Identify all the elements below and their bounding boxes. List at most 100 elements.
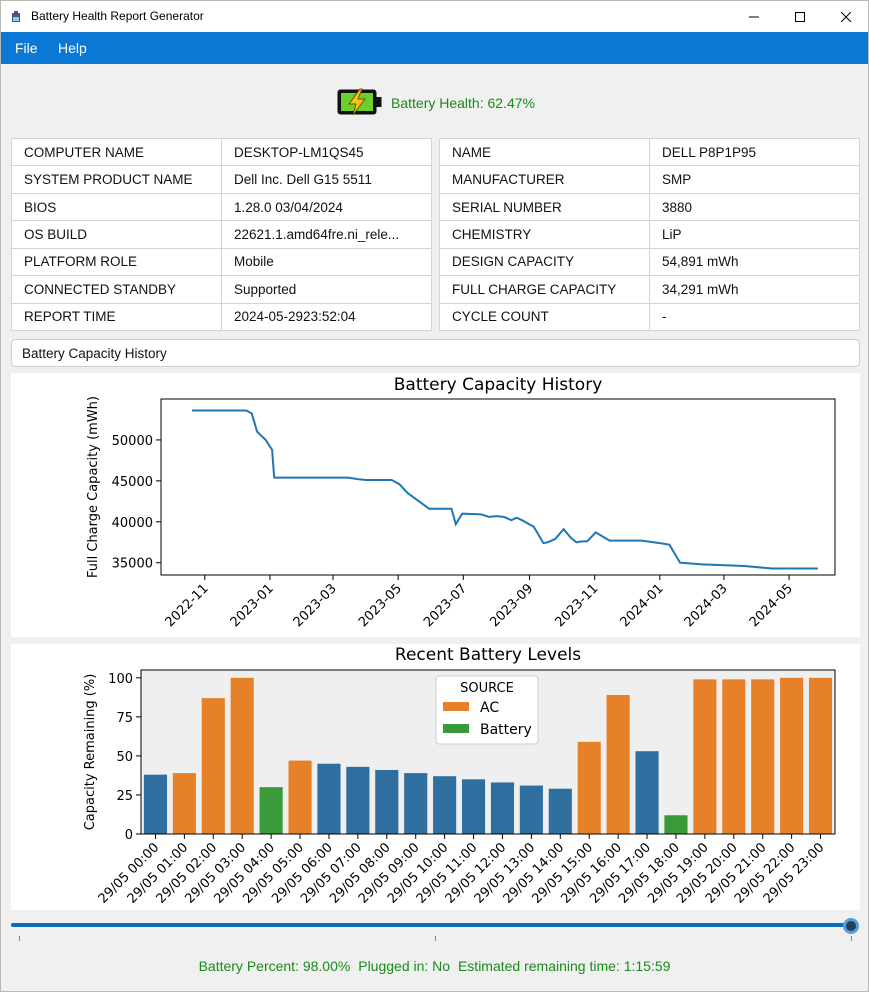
battery-info-table: NAME DELL P8P1P95 MANUFACTURER SMP SERIAL NU… xyxy=(439,137,860,332)
x-tick-label: 2023-07 xyxy=(421,581,470,630)
bar xyxy=(606,694,630,834)
battery-info-key: SERIAL NUMBER xyxy=(439,192,650,222)
system-info-row: OS BUILD 22621.1.amd64fre.ni_rele... xyxy=(11,220,432,249)
bar xyxy=(461,779,486,834)
minimize-icon xyxy=(749,16,759,17)
battery-percent-label: Battery Percent: 98.00% xyxy=(198,958,351,974)
system-info-key: OS BUILD xyxy=(11,220,222,249)
chart-title: Recent Battery Levels xyxy=(395,645,581,665)
title-bar[interactable]: Battery Health Report Generator xyxy=(1,1,868,32)
y-tick-label: 35000 xyxy=(112,557,153,572)
app-icon xyxy=(12,11,20,22)
bar xyxy=(693,679,717,834)
battery-info-key: CYCLE COUNT xyxy=(439,302,650,332)
minimize-button[interactable] xyxy=(731,1,777,32)
battery-info-value: 34,291 mWh xyxy=(649,275,860,304)
battery-info-row: DESIGN CAPACITY 54,891 mWh xyxy=(439,247,860,277)
bar xyxy=(433,776,457,834)
battery-info-row: MANUFACTURER SMP xyxy=(439,165,860,194)
y-tick-label: 40000 xyxy=(112,516,153,531)
status-bar: Battery Percent: 98.00% Plugged in: No E… xyxy=(1,958,868,974)
bar xyxy=(635,751,659,834)
close-icon xyxy=(841,11,851,22)
battery-info-row: CYCLE COUNT - xyxy=(439,302,860,332)
menu-help[interactable]: Help xyxy=(58,40,87,56)
bar xyxy=(288,760,312,834)
system-info-row: REPORT TIME 2024-05-2923:52:04 xyxy=(11,302,432,332)
battery-info-row: CHEMISTRY LiP xyxy=(439,220,860,249)
bar xyxy=(548,788,572,834)
history-slider-thumb[interactable] xyxy=(843,918,859,934)
system-info-row: CONNECTED STANDBY Supported xyxy=(11,275,432,304)
battery-info-key: NAME xyxy=(439,137,650,167)
bar xyxy=(172,773,196,834)
bar xyxy=(375,769,399,834)
window-title: Battery Health Report Generator xyxy=(31,9,204,23)
bar xyxy=(143,774,168,834)
legend-label-ac: AC xyxy=(480,700,499,716)
y-tick-label: 25 xyxy=(116,789,133,804)
history-slider-track[interactable] xyxy=(11,923,851,927)
bar xyxy=(404,773,428,834)
maximize-button[interactable] xyxy=(777,1,823,32)
system-info-key: PLATFORM ROLE xyxy=(11,247,222,277)
bar xyxy=(230,677,254,834)
battery-charging-icon xyxy=(337,88,382,116)
y-tick-label: 45000 xyxy=(112,475,153,490)
plot-frame xyxy=(140,669,836,835)
x-tick-label: 2023-01 xyxy=(228,581,277,630)
battery-health-label: Battery Health: 62.47% xyxy=(391,95,535,111)
bar xyxy=(519,785,543,834)
system-info-value: 2024-05-2923:52:04 xyxy=(221,302,432,332)
bar xyxy=(808,677,833,834)
system-info-row: BIOS 1.28.0 03/04/2024 xyxy=(11,192,432,222)
system-info-value: Mobile xyxy=(221,247,432,277)
battery-info-key: MANUFACTURER xyxy=(439,165,650,194)
remaining-time-label: Estimated remaining time: 1:15:59 xyxy=(457,958,671,974)
battery-health-indicator: Battery Health: 62.47% xyxy=(1,87,868,117)
system-info-row: SYSTEM PRODUCT NAME Dell Inc. Dell G15 55… xyxy=(11,165,432,194)
maximize-icon xyxy=(795,11,805,22)
system-info-row: COMPUTER NAME DESKTOP-LM1QS45 xyxy=(11,137,432,167)
x-tick-label: 2024-03 xyxy=(682,581,731,630)
recent-levels-chart: Recent Battery Levels Capacity Remaining … xyxy=(11,644,860,910)
capacity-history-chart: Battery Capacity History Full Charge Capa… xyxy=(11,373,860,637)
menu-file[interactable]: File xyxy=(15,40,38,56)
bar xyxy=(490,782,515,834)
system-info-value: Dell Inc. Dell G15 5511 xyxy=(221,165,432,194)
x-tick-label: 2023-11 xyxy=(552,581,601,630)
slider-tick xyxy=(19,936,20,941)
bar xyxy=(346,766,370,834)
line-chart-svg: Battery Capacity History Full Charge Capa… xyxy=(86,375,836,630)
battery-info-value: - xyxy=(649,302,860,332)
system-info-key: REPORT TIME xyxy=(11,302,222,332)
capacity-series-line xyxy=(192,409,818,570)
y-tick-label: 50 xyxy=(116,750,133,765)
battery-info-value: SMP xyxy=(649,165,860,194)
capacity-history-button[interactable]: Battery Capacity History xyxy=(11,339,860,367)
system-info-key: BIOS xyxy=(11,192,222,222)
system-info-table: COMPUTER NAME DESKTOP-LM1QS45 SYSTEM PRODU… xyxy=(11,137,432,332)
x-tick-label: 2024-05 xyxy=(747,581,796,630)
menu-bar: File Help xyxy=(1,32,868,64)
system-info-value: 1.28.0 03/04/2024 xyxy=(221,192,432,222)
bar xyxy=(259,787,283,834)
system-info-key: SYSTEM PRODUCT NAME xyxy=(11,165,222,194)
y-axis-label: Capacity Remaining (%) xyxy=(83,674,98,831)
system-info-value: 22621.1.amd64fre.ni_rele... xyxy=(221,220,432,249)
bar xyxy=(780,677,804,834)
x-tick-label: 2022-11 xyxy=(163,581,212,630)
system-info-row: PLATFORM ROLE Mobile xyxy=(11,247,432,277)
x-tick-label: 2023-05 xyxy=(356,581,405,630)
system-info-key: COMPUTER NAME xyxy=(11,137,222,167)
battery-info-value: LiP xyxy=(649,220,860,249)
plot-area xyxy=(160,398,836,576)
bar xyxy=(751,679,775,834)
bar xyxy=(577,741,601,834)
battery-info-row: NAME DELL P8P1P95 xyxy=(439,137,860,167)
legend-swatch-ac xyxy=(443,702,469,711)
x-tick-label: 2024-01 xyxy=(618,581,667,630)
close-button[interactable] xyxy=(823,1,869,32)
y-tick-label: 100 xyxy=(108,672,133,687)
